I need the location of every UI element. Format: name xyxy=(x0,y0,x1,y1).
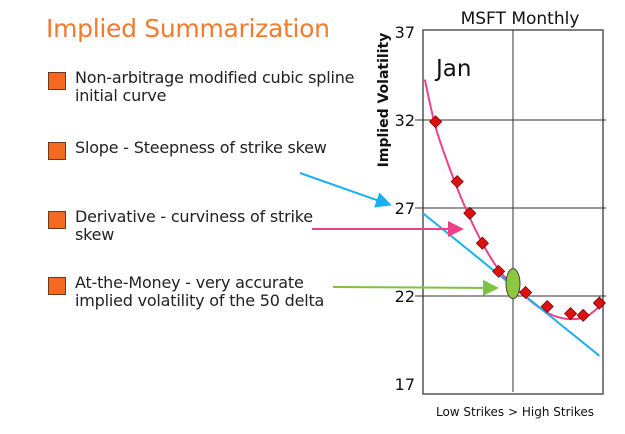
y-tick-label: 17 xyxy=(395,375,415,394)
data-point xyxy=(492,264,506,278)
y-tick-label: 27 xyxy=(395,199,415,218)
bullet-slope: Slope - Steepness of strike skew xyxy=(48,139,355,160)
data-point xyxy=(475,236,489,250)
data-point xyxy=(429,115,443,129)
bullet-derivative: Derivative - curviness of strike skew xyxy=(48,208,315,244)
atm-arrow xyxy=(332,279,499,296)
bullet-square-icon xyxy=(48,211,66,229)
chart-title: MSFT Monthly xyxy=(461,9,580,29)
atm-marker xyxy=(505,268,521,300)
bullet-square-icon xyxy=(48,277,66,295)
page-title: Implied Summarization xyxy=(46,14,330,43)
data-point xyxy=(519,285,533,300)
slope-arrow xyxy=(299,172,392,208)
bullet-square-icon xyxy=(48,142,66,160)
data-point xyxy=(592,296,606,310)
data-point xyxy=(463,206,477,220)
bullet-text: Slope - Steepness of strike skew xyxy=(75,138,327,157)
bullet-atm: At-the-Money - very accurate implied vol… xyxy=(48,274,365,310)
data-point xyxy=(450,175,464,189)
bullet-text: At-the-Money - very accurate implied vol… xyxy=(75,273,325,310)
bullet-square-icon xyxy=(48,72,66,90)
bullet-text: Derivative - curviness of strike skew xyxy=(75,207,313,244)
bullet-text: Non-arbitrage modified cubic spline init… xyxy=(75,68,355,105)
x-axis-label: Low Strikes > High Strikes xyxy=(436,405,594,419)
data-point xyxy=(576,308,590,322)
bullet-spline: Non-arbitrage modified cubic spline init… xyxy=(48,69,355,105)
data-point xyxy=(540,299,554,314)
y-tick-label: 37 xyxy=(395,23,415,42)
data-point xyxy=(564,307,578,321)
y-axis-label: Implied Volatility xyxy=(376,33,392,168)
spline-curve xyxy=(423,79,601,321)
chart-annotation: Jan xyxy=(434,56,471,82)
y-tick-label: 22 xyxy=(395,287,415,306)
y-tick-label: 32 xyxy=(395,111,415,130)
